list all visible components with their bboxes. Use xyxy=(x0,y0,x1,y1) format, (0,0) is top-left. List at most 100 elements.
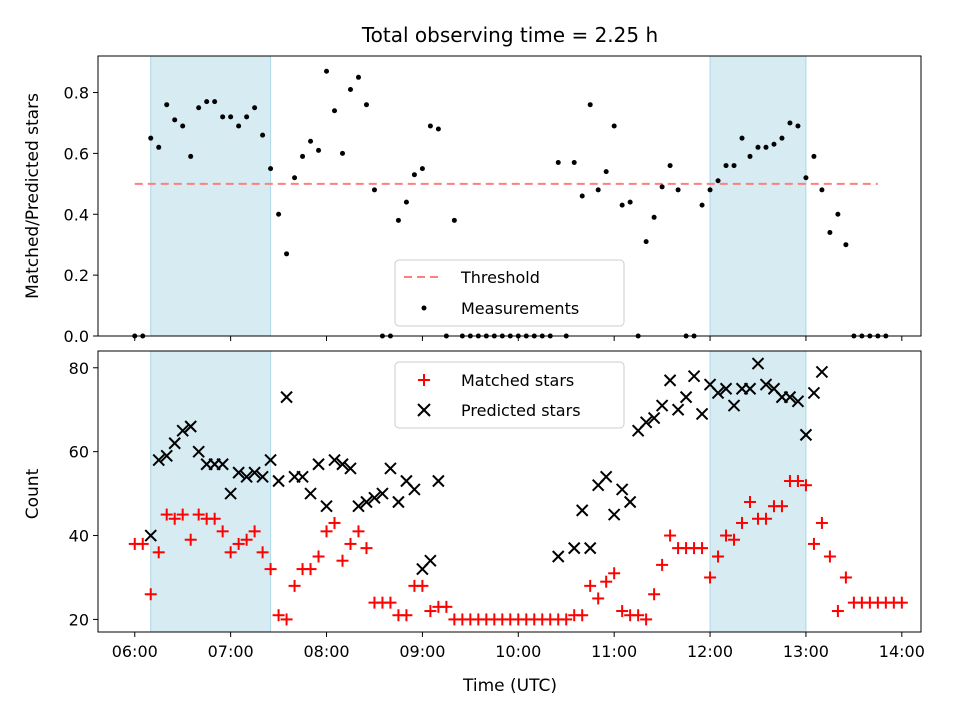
predicted-star-marker xyxy=(336,458,349,471)
legend-measurements-swatch xyxy=(421,305,427,311)
matched-star-marker xyxy=(152,546,165,559)
legend-matched-label: Matched stars xyxy=(461,371,574,390)
predicted-star-marker xyxy=(376,487,389,500)
matched-star-marker xyxy=(400,609,413,622)
measurement-point xyxy=(795,123,801,129)
measurement-point xyxy=(779,135,785,141)
measurement-point xyxy=(347,86,353,92)
predicted-star-marker xyxy=(408,483,421,496)
predicted-star-marker xyxy=(240,470,253,484)
top-legend-box xyxy=(394,259,625,327)
shaded-interval xyxy=(150,55,272,337)
measurement-point xyxy=(156,144,162,150)
matched-star-marker xyxy=(160,508,173,521)
measurement-point xyxy=(228,114,234,120)
top-panel: 0.00.20.40.60.8 Matched/Predicted stars … xyxy=(23,55,922,346)
predicted-star-marker xyxy=(671,403,685,416)
measurement-point xyxy=(212,99,218,105)
measurement-point xyxy=(395,217,401,223)
measurement-point xyxy=(579,193,585,199)
measurement-point xyxy=(723,163,729,169)
x-tick-label: 07:00 xyxy=(208,642,254,661)
legend-matched-swatch xyxy=(418,374,430,386)
predicted-star-marker xyxy=(711,386,725,400)
matched-star-marker xyxy=(815,516,828,529)
predicted-star-marker xyxy=(224,487,237,500)
measurement-point xyxy=(180,123,186,129)
matched-star-marker xyxy=(168,512,181,525)
predicted-star-marker xyxy=(791,395,805,408)
matched-star-marker xyxy=(328,516,341,529)
x-tick-label: 08:00 xyxy=(303,642,349,661)
measurement-point xyxy=(300,153,306,159)
predicted-star-marker xyxy=(160,449,173,463)
legend-predicted-swatch xyxy=(417,403,431,417)
predicted-star-marker xyxy=(344,462,357,475)
predicted-star-marker xyxy=(655,399,669,412)
matched-stars-points xyxy=(128,475,908,626)
predicted-star-marker xyxy=(639,416,653,429)
matched-star-marker xyxy=(176,508,189,521)
predicted-star-marker xyxy=(432,474,445,488)
legend-threshold-label: Threshold xyxy=(460,268,540,287)
measurement-point xyxy=(731,163,737,169)
measurement-point xyxy=(236,123,242,129)
bottom-y-tick-label: 20 xyxy=(69,610,89,629)
measurement-point xyxy=(451,217,457,223)
matched-star-marker xyxy=(648,588,661,601)
predicted-star-marker xyxy=(623,495,637,509)
measurement-point xyxy=(763,144,769,150)
measurement-point xyxy=(308,138,314,144)
measurement-point xyxy=(204,99,210,105)
top-x-ticks xyxy=(134,336,903,341)
predicted-star-marker xyxy=(783,390,797,404)
matched-star-marker xyxy=(280,613,293,626)
predicted-star-marker xyxy=(152,453,165,467)
predicted-star-marker xyxy=(264,453,277,467)
measurement-point xyxy=(427,123,433,129)
top-y-ticks: 0.0 0.2 0.4 0.6 0.8 xyxy=(64,84,98,346)
predicted-star-marker xyxy=(368,491,381,504)
predicted-star-marker xyxy=(272,474,285,488)
predicted-star-marker xyxy=(320,499,333,513)
matched-star-marker xyxy=(336,554,349,567)
matched-star-marker xyxy=(384,596,397,609)
measurement-point xyxy=(260,132,266,138)
measurement-point xyxy=(603,169,609,175)
measurement-point xyxy=(587,102,593,108)
predicted-star-marker xyxy=(256,470,269,484)
matched-star-marker xyxy=(240,533,253,546)
matched-star-marker xyxy=(656,558,669,571)
bottom-legend-box xyxy=(394,361,625,429)
bottom-y-axis-label: Count xyxy=(23,468,43,519)
predicted-star-marker xyxy=(583,541,597,555)
top-y-tick-label: 0.6 xyxy=(64,144,89,163)
predicted-star-marker xyxy=(216,458,229,471)
measurement-point xyxy=(324,68,330,74)
measurement-point xyxy=(371,187,377,193)
measurement-point xyxy=(843,242,849,248)
matched-star-marker xyxy=(312,550,325,563)
matched-star-marker xyxy=(136,537,149,550)
matched-star-marker xyxy=(712,550,725,563)
matched-star-marker xyxy=(264,563,277,576)
measurement-point xyxy=(411,172,417,178)
matched-star-marker xyxy=(608,567,621,580)
measurement-point xyxy=(284,251,290,257)
matched-star-marker xyxy=(304,563,317,576)
measurement-point xyxy=(811,153,817,159)
matched-star-marker xyxy=(288,579,301,592)
predicted-star-marker xyxy=(799,428,813,442)
matched-star-marker xyxy=(360,542,373,555)
matched-star-marker xyxy=(632,609,645,622)
x-axis-label: Time (UTC) xyxy=(462,676,557,696)
predicted-star-marker xyxy=(328,453,341,467)
shaded-interval xyxy=(709,350,807,633)
measurement-point xyxy=(244,114,250,120)
chart-title: Total observing time = 2.25 h xyxy=(361,23,658,47)
matched-star-marker xyxy=(248,525,261,538)
measurement-point xyxy=(747,153,753,159)
predicted-star-marker xyxy=(815,365,829,379)
measurement-point xyxy=(403,199,409,205)
